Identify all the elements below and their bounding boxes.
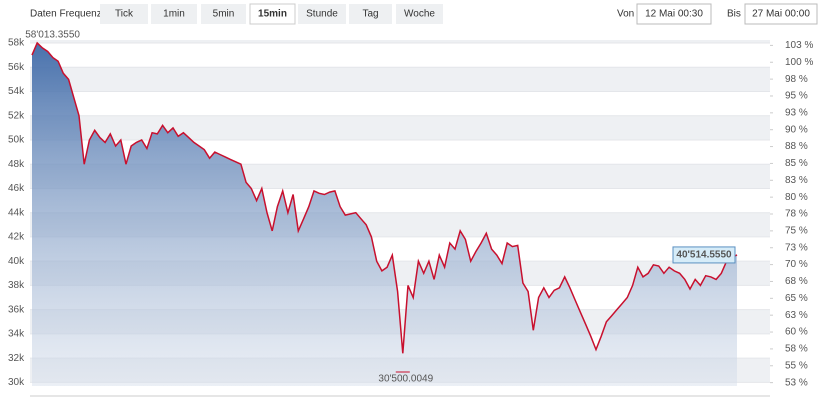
y2-tick-label: 78 %	[785, 209, 808, 220]
max-label: 58'013.3550	[25, 30, 80, 41]
to-value: 27 Mai 00:00	[752, 9, 810, 20]
from-label: Von	[617, 9, 634, 20]
grid-band	[30, 115, 770, 140]
y2-tick-label: 60 %	[785, 327, 808, 338]
grid-band	[30, 40, 770, 44]
y2-tick-label: 75 %	[785, 226, 808, 237]
area	[32, 42, 737, 387]
y-tick-label: 44k	[8, 207, 25, 218]
to-input[interactable]	[744, 3, 818, 25]
y-tick-label: 34k	[8, 329, 25, 340]
y-tick-label: 30k	[8, 377, 25, 388]
y-tick-label: 52k	[8, 110, 25, 121]
y2-tick-label: 80 %	[785, 192, 808, 203]
frequency-button[interactable]	[100, 4, 148, 24]
toolbar-label: Daten Frequenz	[30, 9, 102, 20]
y2-tick-label: 93 %	[785, 107, 808, 118]
y2-tick-label: 53 %	[785, 377, 808, 388]
y2-tick-label: 63 %	[785, 310, 808, 321]
y2-tick-label: 70 %	[785, 259, 808, 270]
frequency-button-label: 5min	[213, 9, 235, 20]
y2-tick-label: 73 %	[785, 242, 808, 253]
y2-tick-label: 68 %	[785, 276, 808, 287]
y2-tick-label: 58 %	[785, 344, 808, 355]
y-tick-label: 56k	[8, 62, 25, 73]
frequency-button-label: 15min	[258, 9, 287, 20]
y2-tick-label: 88 %	[785, 141, 808, 152]
frequency-button[interactable]	[396, 4, 443, 24]
frequency-button-label: 1min	[163, 9, 185, 20]
y-tick-label: 32k	[8, 353, 25, 364]
y2-tick-label: 55 %	[785, 360, 808, 371]
y2-tick-label: 90 %	[785, 124, 808, 135]
last-value-box	[672, 246, 736, 264]
grid-band	[30, 67, 770, 92]
last-label: 40'514.5550	[676, 250, 732, 261]
y-tick-label: 40k	[8, 256, 25, 267]
from-input[interactable]	[636, 3, 712, 25]
frequency-button-label: Woche	[404, 9, 435, 20]
y2-tick-label: 65 %	[785, 293, 808, 304]
y-tick-label: 54k	[8, 86, 25, 97]
from-value: 12 Mai 00:30	[645, 9, 703, 20]
frequency-button-label: Stunde	[306, 9, 338, 20]
y-tick-label: 38k	[8, 280, 25, 291]
y2-tick-label: 98 %	[785, 74, 808, 85]
frequency-button-label: Tick	[115, 9, 134, 20]
to-label: Bis	[727, 9, 741, 20]
y2-tick-label: 95 %	[785, 91, 808, 102]
y2-tick-label: 83 %	[785, 175, 808, 186]
y-tick-label: 50k	[8, 135, 25, 146]
y2-tick-label: 100 %	[785, 57, 813, 68]
toolbar-buttons: Tick 1min 5min 15min Stunde Tag Woche	[100, 3, 443, 25]
frequency-button[interactable]	[201, 4, 246, 24]
y-tick-label: 48k	[8, 159, 25, 170]
min-label: 30'500.0049	[378, 374, 433, 385]
frequency-button[interactable]	[151, 4, 197, 24]
y-tick-label: 58k	[8, 38, 25, 49]
frequency-button-label: Tag	[362, 9, 378, 20]
y-tick-label: 46k	[8, 183, 25, 194]
price-line	[31, 41, 738, 354]
frequency-button[interactable]	[298, 4, 346, 24]
frequency-button[interactable]	[349, 4, 392, 24]
y-tick-label: 36k	[8, 304, 25, 315]
y-tick-label: 42k	[8, 232, 25, 243]
y2-tick-label: 85 %	[785, 158, 808, 169]
frequency-button[interactable]	[249, 3, 296, 25]
y2-tick-label: 103 %	[785, 40, 813, 51]
